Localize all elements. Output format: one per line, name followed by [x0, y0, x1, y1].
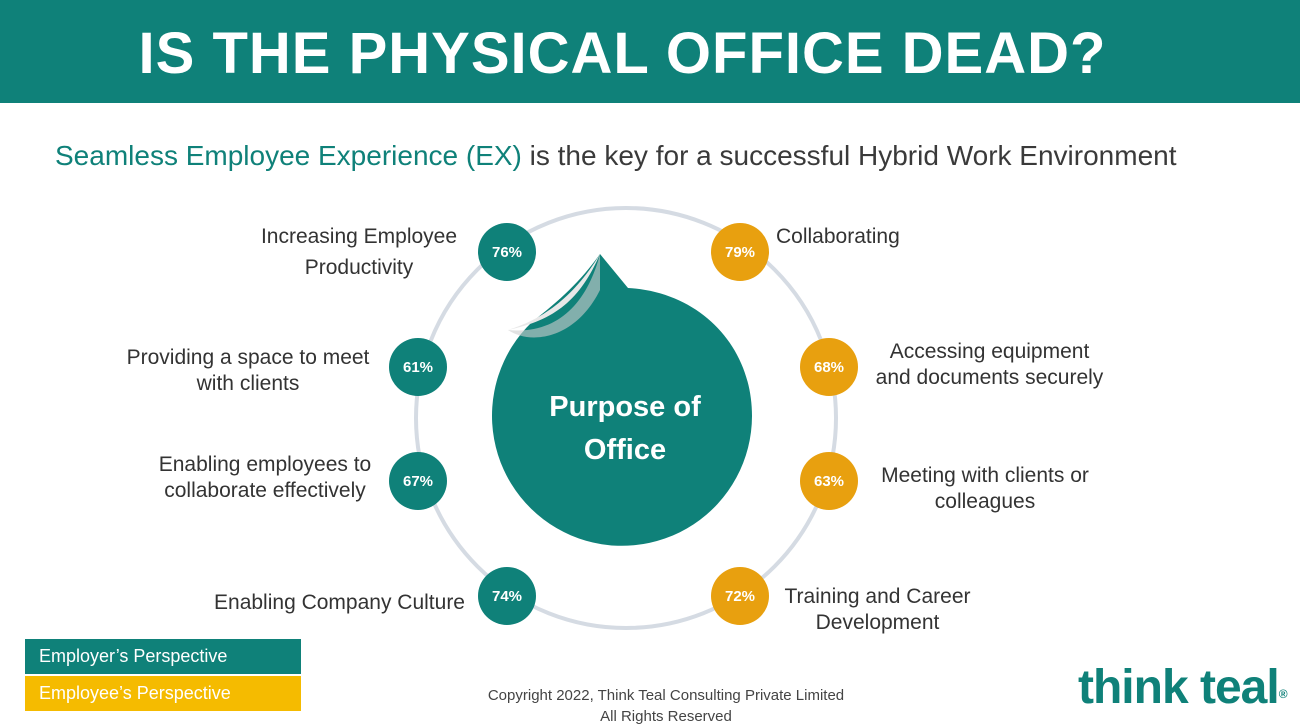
- label-employer-collaborate: Enabling employees to collaborate effecti…: [158, 453, 372, 502]
- label-employee-collaborating: Collaborating: [776, 225, 900, 248]
- label-employer-culture: Enabling Company Culture: [214, 591, 465, 614]
- title-banner: IS THE PHYSICAL OFFICE DEAD?: [0, 0, 1300, 103]
- copyright-text: Copyright 2022, Think Teal Consulting Pr…: [487, 687, 845, 725]
- badge-employer-culture: 74%: [478, 567, 536, 625]
- subtitle-rest: is the key for a successful Hybrid Work …: [529, 140, 1177, 171]
- center-title: Purpose of Office: [549, 391, 701, 466]
- subtitle-highlight: Seamless Employee Experience (EX): [55, 140, 522, 171]
- badge-employer-meet-clients: 61%: [389, 338, 447, 396]
- badge-employer-collaborate: 67%: [389, 452, 447, 510]
- badge-employee-meeting: 63%: [800, 452, 858, 510]
- legend-employer: Employer’s Perspective: [25, 639, 301, 674]
- subtitle: Seamless Employee Experience (EX) is the…: [55, 139, 1177, 173]
- legend-employee: Employee’s Perspective: [25, 676, 301, 711]
- badge-employer-productivity: 76%: [478, 223, 536, 281]
- label-employer-meet-clients: Providing a space to meet with clients: [126, 346, 370, 395]
- badge-employee-equipment: 68%: [800, 338, 858, 396]
- page-title: IS THE PHYSICAL OFFICE DEAD?: [138, 21, 1107, 86]
- badge-employee-training: 72%: [711, 567, 769, 625]
- label-employee-meeting: Meeting with clients or colleagues: [881, 464, 1089, 513]
- center-blob-fold-shadow: [508, 254, 600, 338]
- outer-ring: [414, 206, 838, 630]
- think-teal-logo: think teal®: [1078, 661, 1288, 714]
- label-employee-training: Training and Career Development: [784, 585, 971, 634]
- label-employee-equipment: Accessing equipment and documents securel…: [875, 340, 1104, 389]
- badge-employee-collaborating: 79%: [711, 223, 769, 281]
- label-employer-productivity: Increasing Employee Productivity: [260, 225, 458, 279]
